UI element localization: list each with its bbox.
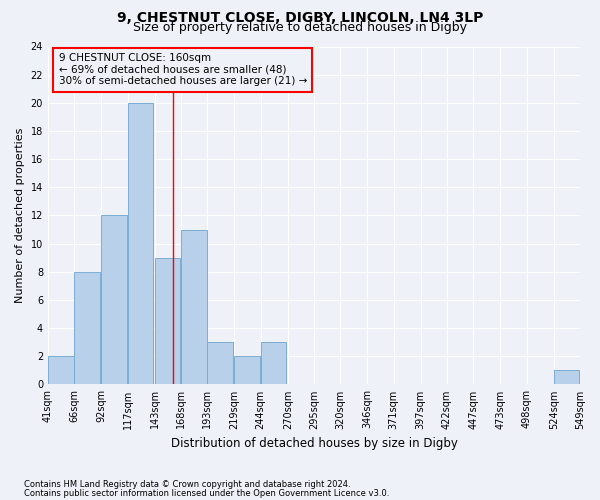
Y-axis label: Number of detached properties: Number of detached properties <box>15 128 25 303</box>
Text: 9 CHESTNUT CLOSE: 160sqm
← 69% of detached houses are smaller (48)
30% of semi-d: 9 CHESTNUT CLOSE: 160sqm ← 69% of detach… <box>59 54 307 86</box>
Bar <box>235 356 260 384</box>
Bar <box>207 342 233 384</box>
Text: 9, CHESTNUT CLOSE, DIGBY, LINCOLN, LN4 3LP: 9, CHESTNUT CLOSE, DIGBY, LINCOLN, LN4 3… <box>117 11 483 25</box>
Bar <box>128 103 153 384</box>
Bar <box>554 370 580 384</box>
Text: Contains HM Land Registry data © Crown copyright and database right 2024.: Contains HM Land Registry data © Crown c… <box>24 480 350 489</box>
Bar <box>260 342 286 384</box>
Bar <box>48 356 74 384</box>
Text: Size of property relative to detached houses in Digby: Size of property relative to detached ho… <box>133 21 467 34</box>
X-axis label: Distribution of detached houses by size in Digby: Distribution of detached houses by size … <box>170 437 457 450</box>
Text: Contains public sector information licensed under the Open Government Licence v3: Contains public sector information licen… <box>24 488 389 498</box>
Bar <box>74 272 100 384</box>
Bar <box>101 216 127 384</box>
Bar <box>181 230 206 384</box>
Bar <box>155 258 181 384</box>
